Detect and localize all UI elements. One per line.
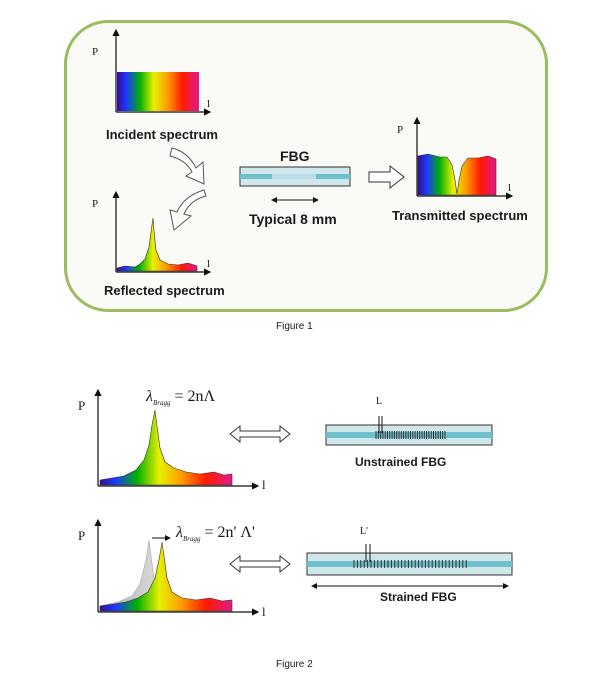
incident-spectrum-band [117, 72, 199, 111]
reflected-spectrum-plot [112, 190, 212, 276]
hollow-double-arrow-icon [229, 424, 291, 444]
unstrained-fbg-fiber [325, 416, 493, 446]
hollow-double-arrow-icon [229, 554, 291, 574]
fbg-label: FBG [280, 148, 310, 164]
reflected-x-axis-label: l [207, 258, 211, 270]
incident-y-axis-label: P [92, 46, 99, 58]
incident-spectrum-label: Incident spectrum [106, 127, 218, 142]
unstrained-x-axis-label: l [262, 477, 266, 492]
length-label: Typical 8 mm [249, 211, 337, 227]
transmitted-spectrum-label: Transmitted spectrum [392, 208, 528, 223]
strained-grating-period-label: L' [360, 526, 368, 537]
figure2-caption: Figure 2 [276, 659, 313, 670]
bragg-equation: λBragg = 2nΛ [146, 388, 216, 408]
reflected-spectrum-label: Reflected spectrum [104, 283, 225, 298]
strained-spectrum-plot [94, 518, 260, 616]
incident-spectrum-plot [112, 28, 212, 116]
strained-y-axis-label: P [78, 528, 86, 543]
grating-period-label: L [376, 396, 383, 407]
strained-fbg-fiber [306, 544, 513, 576]
transmitted-spectrum-plot [413, 116, 514, 200]
fbg-fiber [239, 166, 351, 187]
reflected-y-axis-label: P [92, 198, 99, 210]
curved-arrow-icon [169, 189, 207, 231]
unstrained-fbg-label: Unstrained FBG [355, 455, 447, 469]
strained-bragg-equation: λBragg = 2n' Λ' [176, 524, 255, 544]
figure1-caption: Figure 1 [276, 321, 313, 332]
transmitted-x-axis-label: l [508, 182, 512, 194]
hollow-right-arrow-icon [368, 164, 405, 190]
strained-fbg-label: Strained FBG [380, 590, 457, 604]
incident-x-axis-label: l [207, 98, 211, 110]
strained-x-axis-label: l [262, 604, 266, 619]
curved-arrow-icon [169, 147, 205, 185]
transmitted-y-axis-label: P [397, 124, 404, 136]
unstrained-spectrum-plot [94, 388, 260, 490]
unstrained-y-axis-label: P [78, 398, 86, 413]
